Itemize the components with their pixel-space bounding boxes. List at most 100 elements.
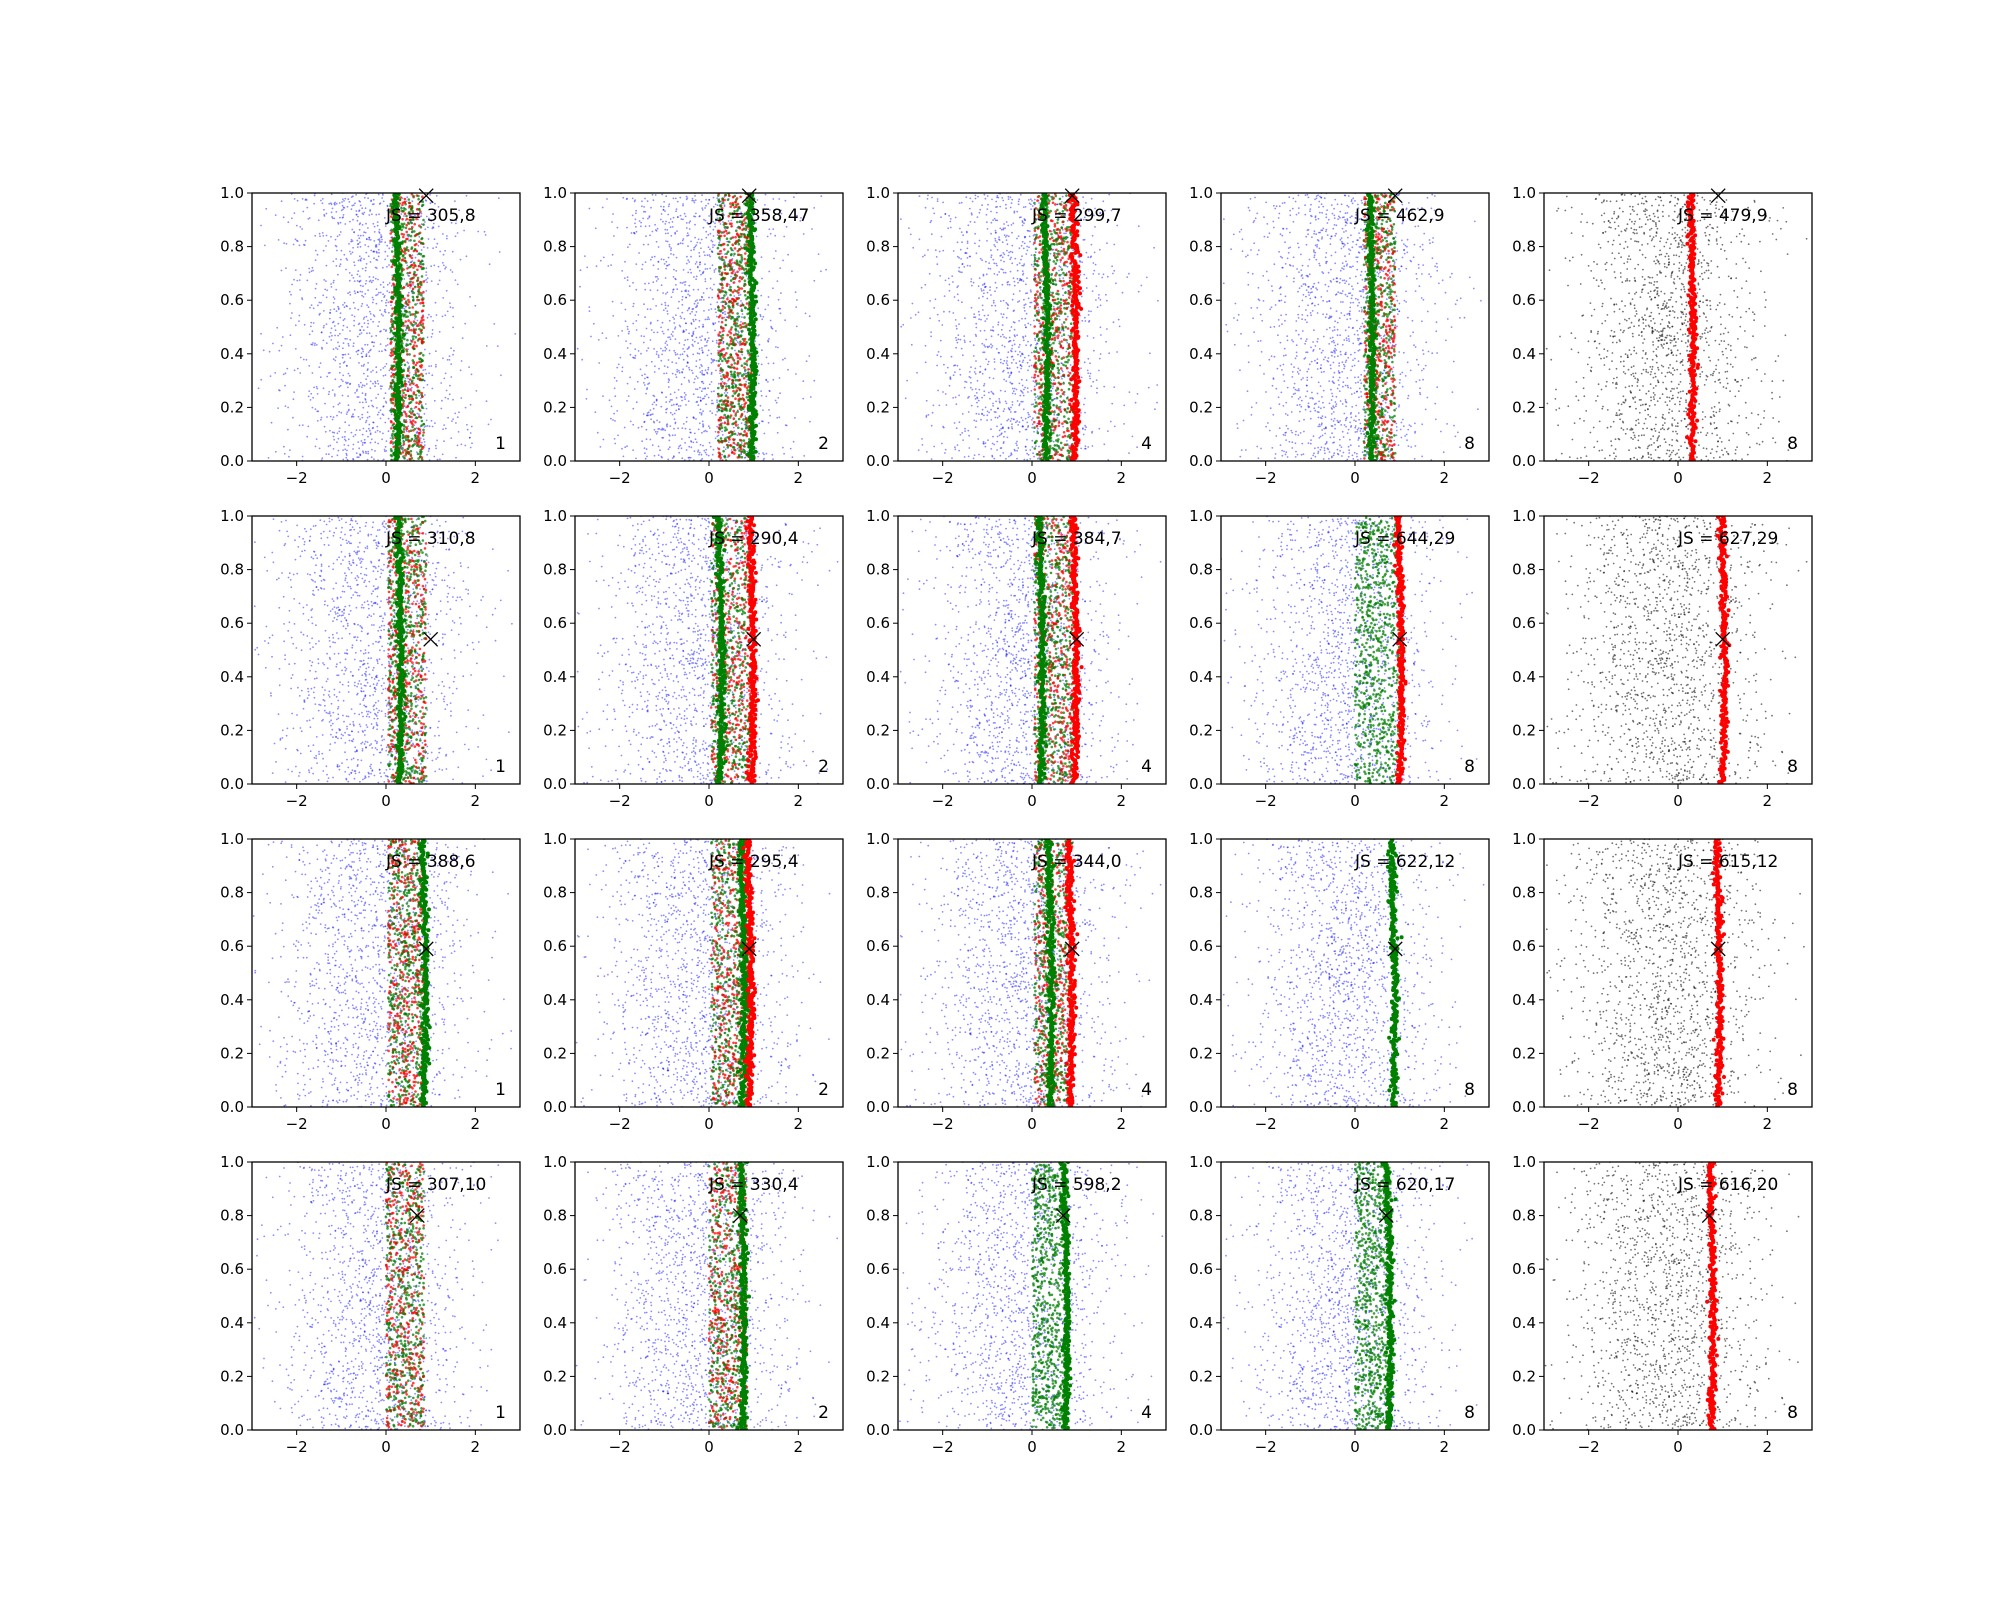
background-point — [689, 456, 692, 459]
background-point — [691, 310, 693, 313]
band-point — [738, 227, 742, 230]
background-point — [348, 201, 351, 203]
band-point — [739, 397, 743, 401]
background-point — [388, 247, 391, 250]
background-point — [373, 315, 376, 318]
background-point — [369, 348, 372, 351]
band-point — [737, 392, 741, 396]
background-point — [458, 411, 460, 414]
background-point — [635, 320, 638, 322]
background-point — [696, 305, 698, 308]
y-tick-label: 0.2 — [220, 398, 244, 416]
background-point — [329, 371, 331, 374]
background-point — [744, 456, 747, 459]
green-line-point — [397, 241, 402, 246]
band-point — [717, 439, 720, 442]
background-point — [632, 356, 634, 359]
background-point — [693, 417, 695, 420]
background-point — [702, 424, 705, 427]
background-point — [432, 247, 434, 250]
background-point — [634, 348, 637, 351]
band-point — [389, 259, 393, 262]
background-point — [764, 193, 767, 196]
background-point — [433, 264, 436, 267]
background-point — [784, 424, 787, 426]
background-point — [754, 222, 757, 224]
background-point — [710, 371, 713, 374]
band-point — [728, 212, 732, 215]
background-point — [218, 396, 220, 398]
background-point — [301, 198, 304, 200]
band-point — [743, 271, 746, 275]
background-point — [363, 438, 366, 441]
background-point — [342, 206, 345, 209]
background-point — [488, 263, 491, 266]
background-point — [709, 213, 712, 216]
band-point — [403, 200, 407, 204]
background-point — [349, 383, 351, 386]
background-point — [498, 251, 501, 253]
band-point — [416, 436, 420, 439]
background-point — [643, 206, 645, 208]
background-point — [680, 395, 682, 398]
band-point — [412, 347, 416, 351]
background-point — [668, 245, 671, 248]
band-point — [742, 268, 746, 271]
background-point — [384, 349, 387, 352]
band-point — [739, 447, 743, 451]
background-point — [588, 310, 591, 313]
band-point — [402, 222, 406, 226]
background-point — [346, 259, 349, 261]
background-point — [369, 209, 372, 211]
background-point — [661, 321, 664, 324]
background-point — [330, 203, 333, 206]
background-point — [635, 288, 638, 291]
background-point — [470, 425, 473, 428]
band-point — [400, 267, 404, 270]
background-point — [307, 395, 310, 398]
band-point — [402, 428, 406, 431]
band-point — [401, 395, 405, 398]
background-point — [366, 326, 369, 328]
background-point — [311, 330, 314, 333]
background-point — [621, 447, 623, 450]
background-point — [654, 275, 657, 278]
background-point — [312, 322, 315, 324]
background-point — [667, 205, 670, 208]
background-point — [420, 249, 423, 251]
background-point — [712, 323, 715, 326]
background-point — [352, 345, 355, 347]
background-point — [675, 314, 677, 316]
green-line-point — [749, 383, 754, 388]
band-point — [393, 327, 396, 331]
background-point — [406, 361, 409, 363]
background-point — [665, 220, 667, 223]
background-point — [649, 339, 652, 341]
band-point — [403, 363, 407, 367]
background-point — [595, 265, 598, 268]
background-point — [651, 193, 654, 196]
band-point — [727, 214, 730, 218]
background-point — [678, 445, 681, 448]
background-point — [329, 415, 332, 418]
background-point — [342, 458, 345, 461]
background-point — [440, 407, 443, 410]
background-point — [367, 450, 370, 453]
band-point — [403, 457, 406, 460]
background-point — [285, 242, 288, 245]
band-point — [732, 343, 736, 347]
background-point — [367, 452, 370, 455]
background-point — [331, 455, 333, 458]
background-point — [626, 328, 629, 330]
background-point — [662, 208, 665, 211]
band-point — [731, 195, 735, 199]
background-point — [369, 279, 372, 282]
band-point — [723, 300, 727, 304]
background-point — [722, 311, 724, 314]
background-point — [337, 305, 339, 308]
background-point — [443, 440, 445, 443]
background-point — [767, 362, 770, 365]
background-point — [672, 197, 675, 200]
background-point — [375, 244, 378, 246]
band-point — [733, 375, 737, 379]
